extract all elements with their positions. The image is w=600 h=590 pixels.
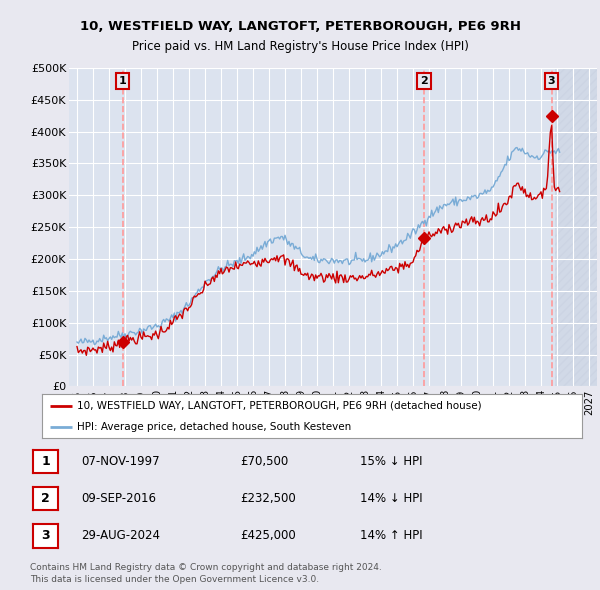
Text: 3: 3 — [548, 76, 556, 86]
Text: 1: 1 — [41, 455, 50, 468]
Text: 10, WESTFIELD WAY, LANGTOFT, PETERBOROUGH, PE6 9RH: 10, WESTFIELD WAY, LANGTOFT, PETERBOROUG… — [79, 20, 521, 33]
Text: 14% ↑ HPI: 14% ↑ HPI — [360, 529, 422, 542]
Text: £70,500: £70,500 — [240, 455, 288, 468]
Text: 10, WESTFIELD WAY, LANGTOFT, PETERBOROUGH, PE6 9RH (detached house): 10, WESTFIELD WAY, LANGTOFT, PETERBOROUG… — [77, 401, 482, 411]
Text: 15% ↓ HPI: 15% ↓ HPI — [360, 455, 422, 468]
Text: 29-AUG-2024: 29-AUG-2024 — [81, 529, 160, 542]
Text: This data is licensed under the Open Government Licence v3.0.: This data is licensed under the Open Gov… — [30, 575, 319, 584]
Text: Contains HM Land Registry data © Crown copyright and database right 2024.: Contains HM Land Registry data © Crown c… — [30, 563, 382, 572]
Text: £425,000: £425,000 — [240, 529, 296, 542]
Text: £232,500: £232,500 — [240, 492, 296, 505]
Text: 1: 1 — [119, 76, 127, 86]
Text: 09-SEP-2016: 09-SEP-2016 — [81, 492, 156, 505]
Text: HPI: Average price, detached house, South Kesteven: HPI: Average price, detached house, Sout… — [77, 422, 352, 432]
Text: 2: 2 — [41, 492, 50, 505]
Text: 2: 2 — [420, 76, 428, 86]
Text: Price paid vs. HM Land Registry's House Price Index (HPI): Price paid vs. HM Land Registry's House … — [131, 40, 469, 53]
Text: 14% ↓ HPI: 14% ↓ HPI — [360, 492, 422, 505]
Text: 07-NOV-1997: 07-NOV-1997 — [81, 455, 160, 468]
Text: 3: 3 — [41, 529, 50, 542]
